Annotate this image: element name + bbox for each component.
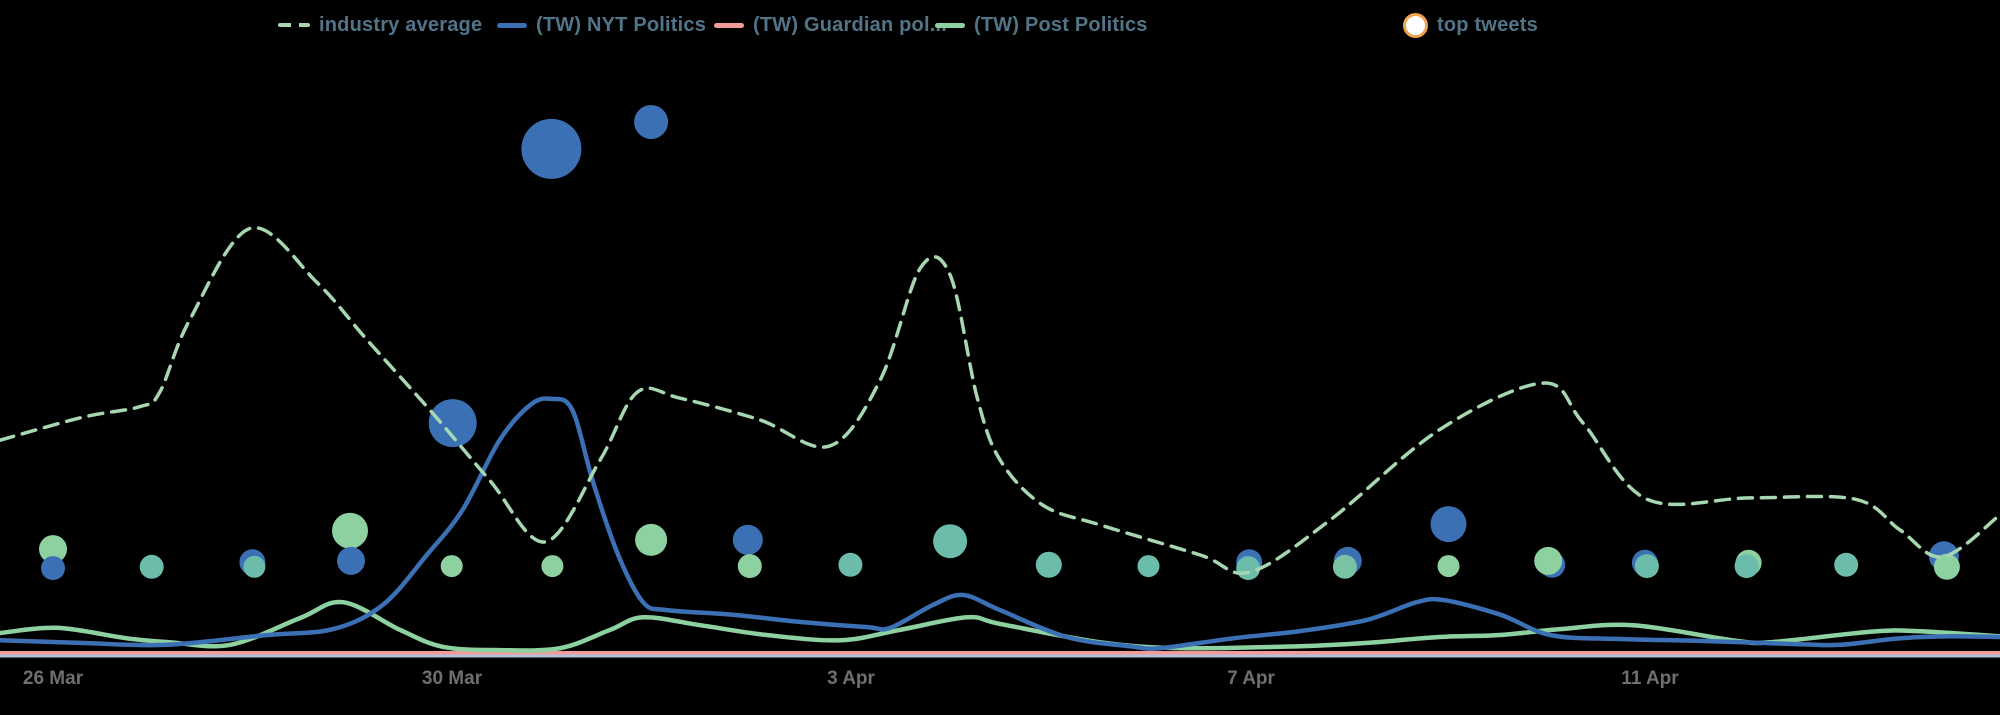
top-tweet-bubble[interactable] (139, 554, 164, 579)
x-tick-label: 7 Apr (1227, 668, 1275, 689)
top-tweet-bubble[interactable] (428, 399, 477, 448)
top-tweet-bubble[interactable] (1734, 554, 1759, 579)
x-tick-label: 11 Apr (1621, 668, 1679, 689)
legend-item-guardian-politics[interactable]: (TW) Guardian pol... (714, 12, 947, 38)
top-tweet-bubble[interactable] (635, 523, 668, 556)
series-line-1 (0, 396, 2000, 651)
top-tweet-ring-icon (1403, 12, 1428, 38)
line-swatch (935, 22, 965, 28)
legend-item-industry-average[interactable]: industry average (278, 12, 482, 38)
top-tweet-bubble[interactable] (1534, 546, 1563, 575)
top-tweet-bubble[interactable] (41, 556, 65, 581)
top-tweet-bubble[interactable] (39, 535, 67, 564)
top-tweet-bubble[interactable] (933, 524, 968, 559)
series-line-0 (0, 226, 2000, 576)
series-line-3 (0, 599, 2000, 653)
x-tick-label: 26 Mar (22, 668, 84, 689)
top-tweet-bubble[interactable] (1137, 555, 1160, 578)
legend-label: top tweets (1437, 13, 1538, 36)
top-tweet-bubble[interactable] (337, 546, 365, 575)
legend-label: (TW) NYT Politics (536, 13, 707, 36)
x-axis: 26 Mar 30 Mar 3 Apr 7 Apr 11 Apr (0, 668, 2000, 698)
top-tweet-bubble[interactable] (1332, 554, 1357, 579)
top-tweet-bubble[interactable] (737, 554, 762, 579)
top-tweet-bubble[interactable] (243, 555, 266, 578)
top-tweet-bubble[interactable] (440, 555, 463, 578)
top-tweet-bubble[interactable] (634, 105, 669, 139)
top-tweet-bubble[interactable] (838, 552, 863, 577)
legend-item-top-tweets[interactable]: top tweets (1403, 12, 1538, 38)
legend-label: industry average (319, 13, 483, 36)
legend-label: (TW) Guardian pol... (753, 13, 947, 36)
line-swatch (497, 22, 527, 28)
line-swatch (714, 22, 744, 28)
top-tweet-bubble[interactable] (1430, 506, 1467, 543)
top-tweet-bubble[interactable] (1035, 551, 1062, 578)
legend-label: (TW) Post Politics (974, 13, 1148, 36)
x-tick-label: 30 Mar (421, 668, 483, 689)
top-tweet-bubble[interactable] (732, 524, 763, 555)
top-tweet-bubble[interactable] (332, 512, 368, 549)
top-tweet-bubble[interactable] (521, 118, 582, 179)
legend-item-nyt-politics[interactable]: (TW) NYT Politics (497, 12, 706, 38)
x-tick-label: 3 Apr (827, 668, 875, 689)
legend-item-post-politics[interactable]: (TW) Post Politics (935, 12, 1148, 38)
top-tweet-bubble[interactable] (1834, 552, 1859, 577)
chart-legend: industry average (TW) NYT Politics (TW) … (0, 12, 2000, 42)
top-tweet-bubble[interactable] (541, 555, 564, 578)
dashed-line-swatch (278, 23, 310, 27)
top-tweet-bubble[interactable] (1634, 554, 1659, 579)
top-tweet-bubble[interactable] (1437, 555, 1460, 578)
top-tweet-bubble[interactable] (1933, 553, 1960, 580)
